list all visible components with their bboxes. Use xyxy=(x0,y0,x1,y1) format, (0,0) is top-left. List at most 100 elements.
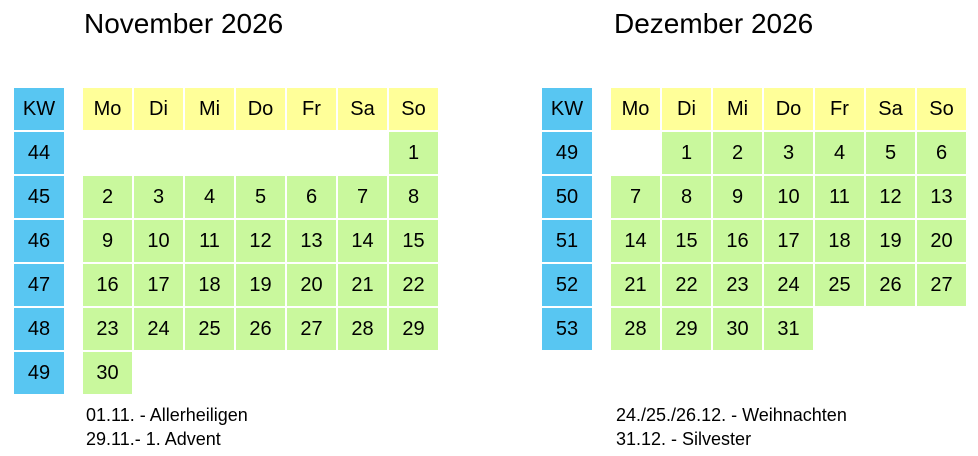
day-header-cell: Sa xyxy=(866,88,915,130)
kw-week-cell: 50 xyxy=(542,176,592,218)
day-cell: 8 xyxy=(662,176,711,218)
day-cell: 28 xyxy=(611,308,660,350)
day-header-cell: Mi xyxy=(713,88,762,130)
kw-header-cell: KW xyxy=(14,88,64,130)
empty-day-cell xyxy=(917,308,966,350)
day-cell: 10 xyxy=(134,220,183,262)
empty-day-cell xyxy=(185,352,234,394)
day-cell: 24 xyxy=(134,308,183,350)
day-header-cell: Di xyxy=(662,88,711,130)
kw-week-cell: 52 xyxy=(542,264,592,306)
day-cell: 5 xyxy=(866,132,915,174)
day-cell: 6 xyxy=(287,176,336,218)
day-cell: 20 xyxy=(287,264,336,306)
note-line: 01.11. - Allerheiligen xyxy=(86,405,248,425)
day-header-cell: Di xyxy=(134,88,183,130)
empty-day-cell xyxy=(287,132,336,174)
day-cell: 6 xyxy=(917,132,966,174)
empty-day-cell xyxy=(815,308,864,350)
day-cell: 26 xyxy=(866,264,915,306)
kw-header-cell: KW xyxy=(542,88,592,130)
note-line: 24./25./26.12. - Weihnachten xyxy=(616,405,847,425)
day-header-cell: Do xyxy=(764,88,813,130)
kw-week-cell: 53 xyxy=(542,308,592,350)
day-cell: 13 xyxy=(917,176,966,218)
empty-day-cell xyxy=(866,308,915,350)
day-grid: Mo Di Mi Do Fr Sa So 1 2 3 4 5 6 7 8 9 10 11 12 13 14 15 16 17 1… xyxy=(611,88,966,350)
day-header-cell: Do xyxy=(236,88,285,130)
day-cell: 18 xyxy=(815,220,864,262)
day-cell: 17 xyxy=(764,220,813,262)
day-cell: 16 xyxy=(83,264,132,306)
empty-day-cell xyxy=(236,132,285,174)
day-cell: 11 xyxy=(185,220,234,262)
day-cell: 22 xyxy=(662,264,711,306)
day-cell: 14 xyxy=(338,220,387,262)
empty-day-cell xyxy=(134,132,183,174)
day-cell: 17 xyxy=(134,264,183,306)
day-cell: 1 xyxy=(389,132,438,174)
empty-day-cell xyxy=(611,132,660,174)
day-cell: 20 xyxy=(917,220,966,262)
day-cell: 8 xyxy=(389,176,438,218)
kw-week-cell: 49 xyxy=(14,352,64,394)
day-cell: 3 xyxy=(134,176,183,218)
day-cell: 15 xyxy=(389,220,438,262)
kw-week-cell: 45 xyxy=(14,176,64,218)
day-cell: 25 xyxy=(815,264,864,306)
day-cell: 14 xyxy=(611,220,660,262)
kw-column: KW 44 45 46 47 48 49 xyxy=(14,88,64,394)
empty-day-cell xyxy=(338,132,387,174)
day-cell: 19 xyxy=(236,264,285,306)
day-header-cell: Fr xyxy=(287,88,336,130)
kw-week-cell: 46 xyxy=(14,220,64,262)
day-header-cell: So xyxy=(389,88,438,130)
day-cell: 2 xyxy=(83,176,132,218)
day-cell: 10 xyxy=(764,176,813,218)
day-cell: 26 xyxy=(236,308,285,350)
day-cell: 30 xyxy=(83,352,132,394)
empty-day-cell xyxy=(236,352,285,394)
day-cell: 30 xyxy=(713,308,762,350)
month-notes: 01.11. - Allerheiligen 29.11.- 1. Advent xyxy=(86,403,248,451)
day-cell: 29 xyxy=(389,308,438,350)
day-cell: 12 xyxy=(866,176,915,218)
day-cell: 25 xyxy=(185,308,234,350)
day-cell: 16 xyxy=(713,220,762,262)
day-grid: Mo Di Mi Do Fr Sa So 1 2 3 4 5 6 7 8 9 10 11 12 13 14 15 16 17 1… xyxy=(83,88,438,394)
empty-day-cell xyxy=(185,132,234,174)
day-cell: 22 xyxy=(389,264,438,306)
day-cell: 27 xyxy=(287,308,336,350)
day-cell: 11 xyxy=(815,176,864,218)
day-cell: 31 xyxy=(764,308,813,350)
day-header-cell: Mo xyxy=(83,88,132,130)
day-cell: 23 xyxy=(83,308,132,350)
day-header-cell: Mi xyxy=(185,88,234,130)
day-cell: 9 xyxy=(713,176,762,218)
day-cell: 19 xyxy=(866,220,915,262)
day-header-cell: Fr xyxy=(815,88,864,130)
month-title: Dezember 2026 xyxy=(614,8,814,39)
day-cell: 27 xyxy=(917,264,966,306)
month-notes: 24./25./26.12. - Weihnachten 31.12. - Si… xyxy=(616,403,847,451)
day-cell: 23 xyxy=(713,264,762,306)
day-cell: 21 xyxy=(338,264,387,306)
day-cell: 7 xyxy=(611,176,660,218)
kw-week-cell: 51 xyxy=(542,220,592,262)
kw-week-cell: 47 xyxy=(14,264,64,306)
empty-day-cell xyxy=(389,352,438,394)
day-cell: 2 xyxy=(713,132,762,174)
day-cell: 12 xyxy=(236,220,285,262)
day-cell: 13 xyxy=(287,220,336,262)
month-calendar: KW 44 45 46 47 48 49 Mo Di Mi Do Fr Sa So 1 2 3 4 5 6 7 8 9 10… xyxy=(14,88,438,394)
month-calendar: KW 49 50 51 52 53 Mo Di Mi Do Fr Sa So 1 2 3 4 5 6 7 8 9 10 11… xyxy=(542,88,966,350)
empty-day-cell xyxy=(134,352,183,394)
empty-day-cell xyxy=(287,352,336,394)
kw-column: KW 49 50 51 52 53 xyxy=(542,88,592,350)
day-cell: 4 xyxy=(815,132,864,174)
day-cell: 28 xyxy=(338,308,387,350)
day-cell: 3 xyxy=(764,132,813,174)
day-header-cell: So xyxy=(917,88,966,130)
day-cell: 7 xyxy=(338,176,387,218)
